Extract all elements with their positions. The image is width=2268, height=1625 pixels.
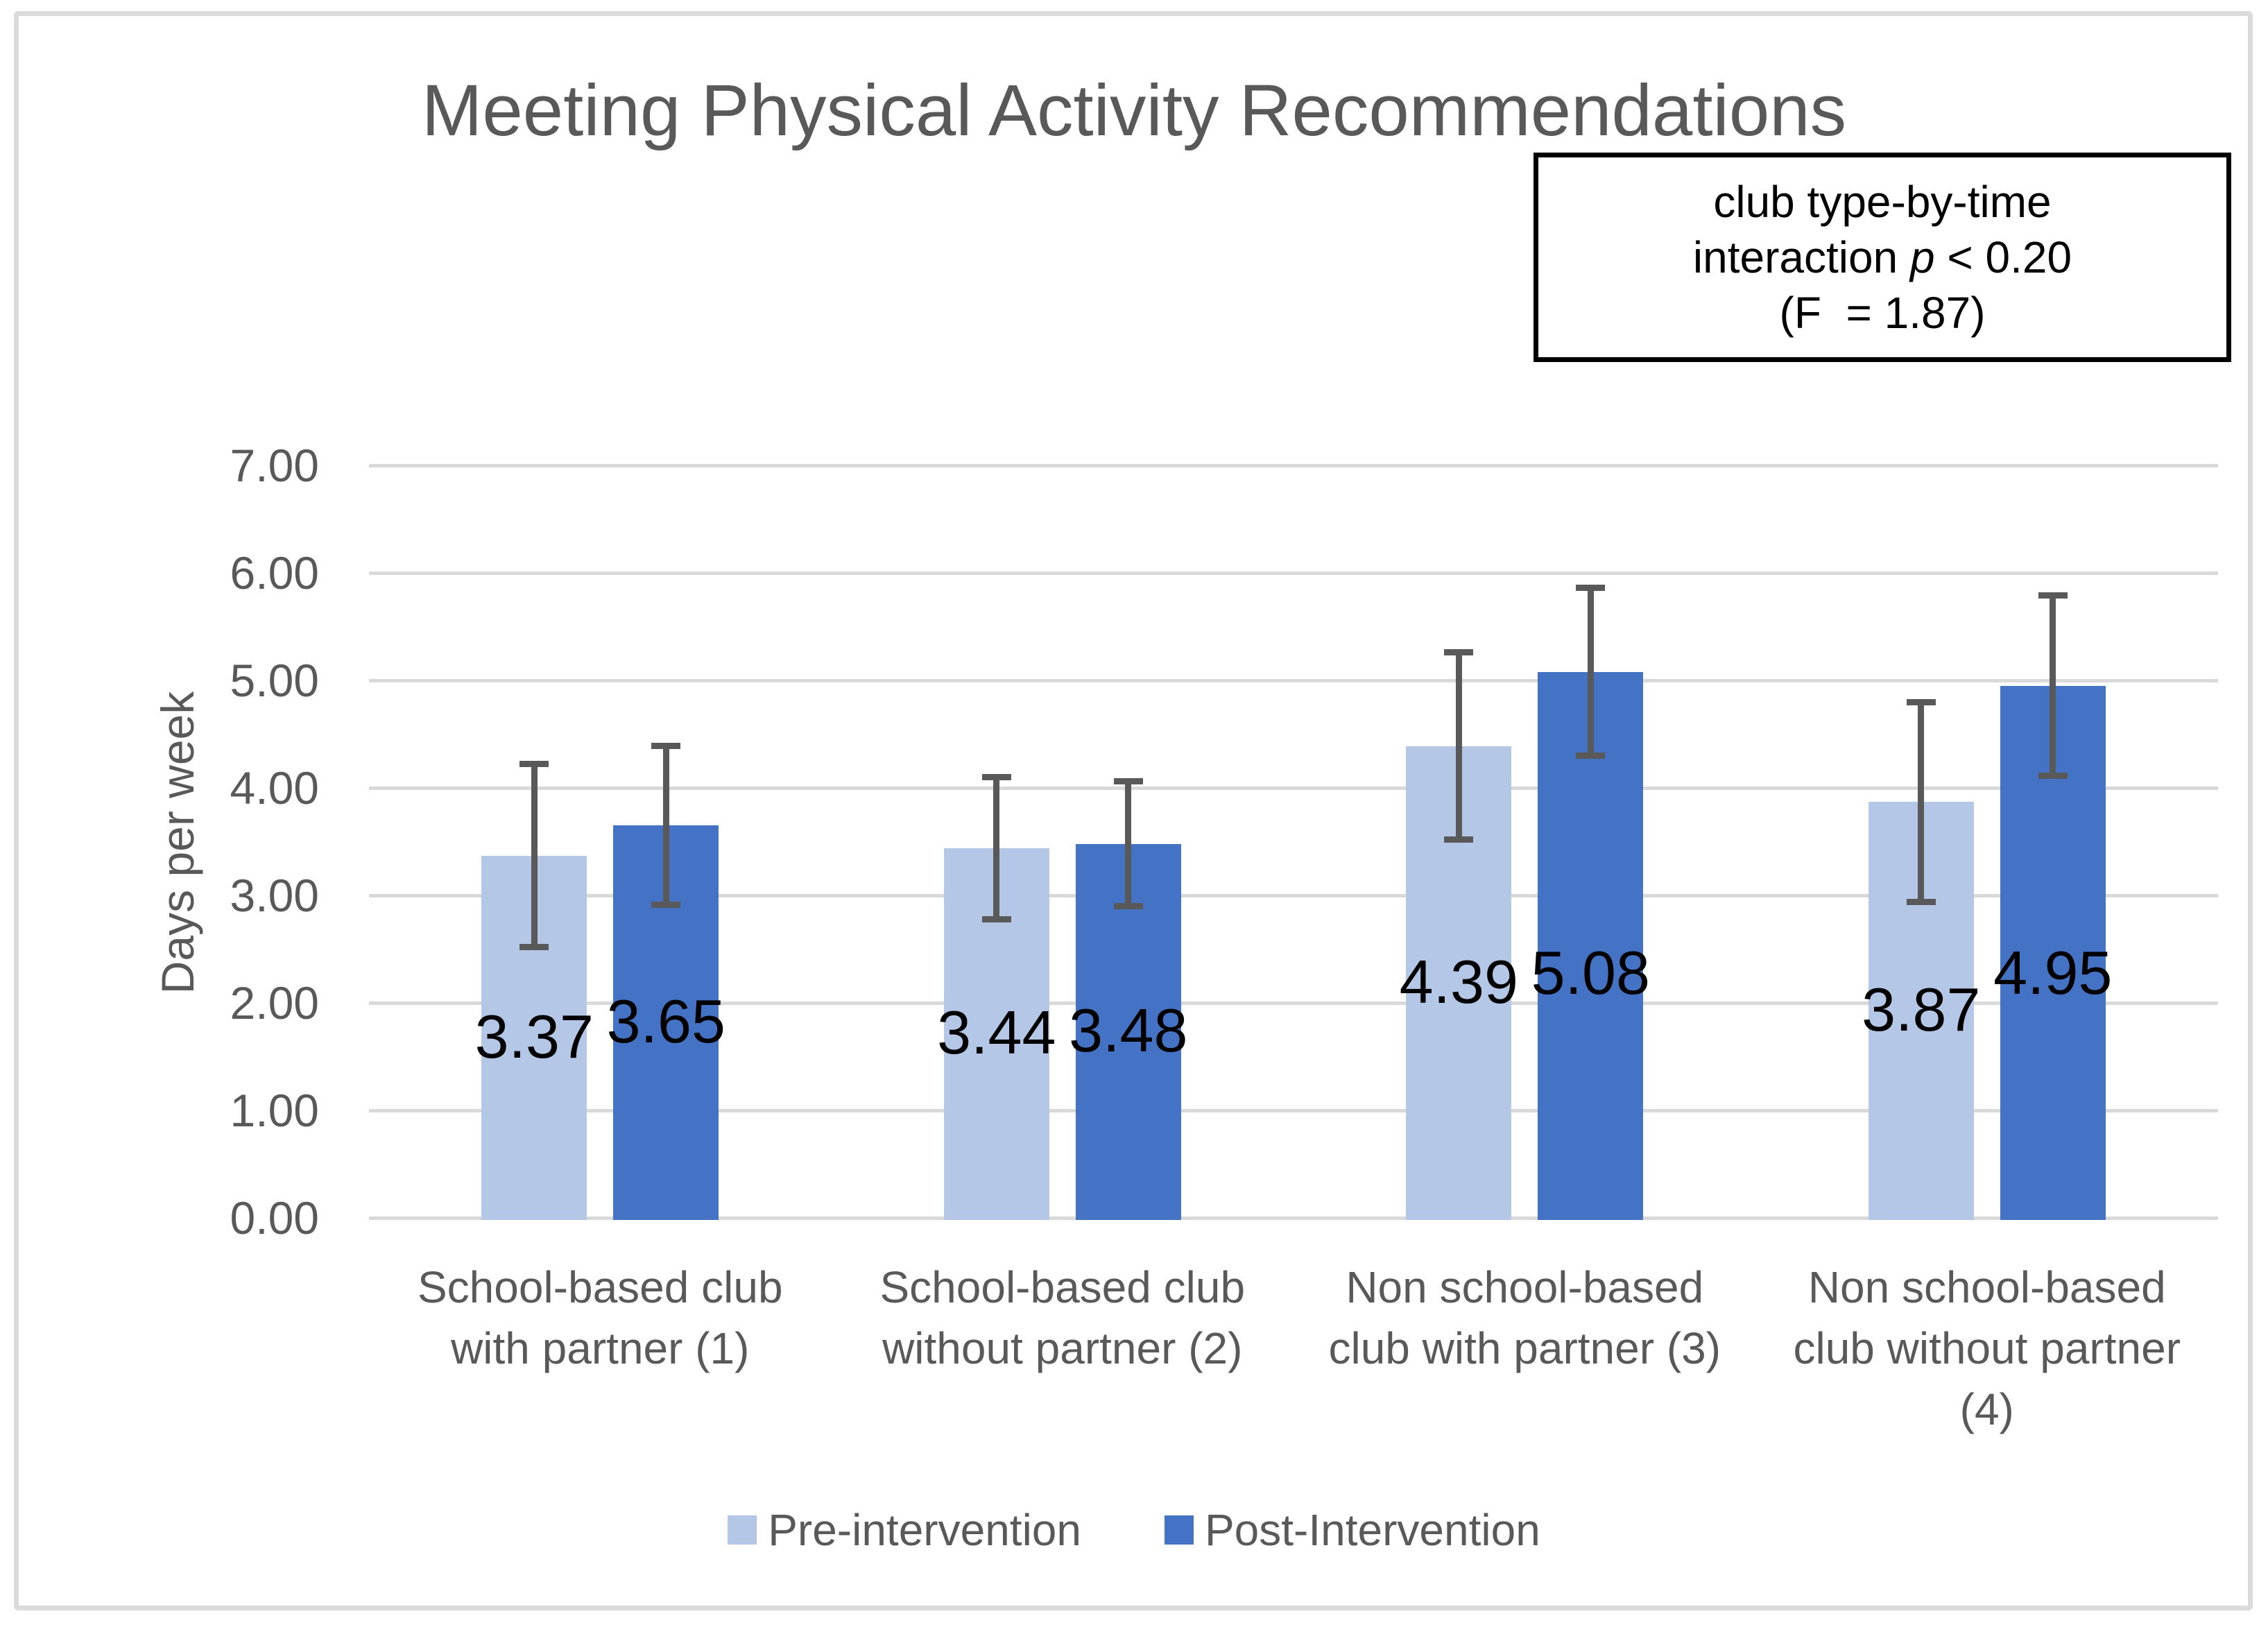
legend: Pre-intervention Post-Intervention — [0, 1504, 2268, 1556]
category-label-line: School-based club — [417, 1262, 783, 1312]
category-label-1: School-based club with partner (1) — [364, 1257, 836, 1379]
gridline-7.00 — [369, 463, 2218, 467]
data-label-pre-intervention-category-1: 3.37 — [474, 1001, 594, 1071]
error-bar-line — [1918, 702, 1925, 902]
category-label-3: Non school-based club with partner (3) — [1289, 1257, 1760, 1379]
gridline-0.00 — [369, 1216, 2218, 1220]
error-bar-top-cap — [981, 774, 1011, 780]
data-label-post-intervention-category-3: 5.08 — [1531, 938, 1650, 1007]
y-tick-label-4.00: 4.00 — [230, 762, 319, 814]
data-label-post-intervention-category-2: 3.48 — [1069, 996, 1188, 1065]
annotation-box: club type-by-time interaction p < 0.20 (… — [1534, 153, 2231, 362]
data-label-pre-intervention-category-4: 3.87 — [1862, 975, 1981, 1044]
category-label-4: Non school-based club without partner (4) — [1751, 1257, 2223, 1440]
error-bar-bottom-cap — [2038, 773, 2068, 780]
annotation-line-2-prefix: interaction — [1692, 232, 1910, 282]
data-label-post-intervention-category-1: 3.65 — [606, 987, 725, 1056]
error-bar-line — [1125, 781, 1132, 906]
category-label-2: School-based club without partner (2) — [827, 1257, 1298, 1379]
error-bar-bottom-cap — [981, 915, 1011, 922]
error-bar-line — [2050, 595, 2056, 776]
error-bar-top-cap — [1113, 778, 1143, 785]
legend-swatch-pre-intervention — [728, 1515, 757, 1545]
y-tick-label-1.00: 1.00 — [230, 1085, 319, 1136]
annotation-line-3: (F = 1.87) — [1779, 288, 1986, 338]
error-bar-line — [531, 764, 538, 947]
gridline-4.00 — [369, 786, 2218, 790]
bar-post-intervention-category-3 — [1538, 671, 1644, 1220]
legend-label-post-intervention: Post-Intervention — [1204, 1505, 1540, 1555]
error-bar-top-cap — [651, 743, 681, 750]
error-bar-top-cap — [1444, 649, 1474, 656]
gridline-3.00 — [369, 893, 2218, 897]
error-bar-bottom-cap — [1113, 903, 1143, 909]
y-tick-label-2.00: 2.00 — [230, 977, 319, 1029]
legend-item-post-intervention: Post-Intervention — [1164, 1504, 1540, 1556]
annotation-line-2: interaction p < 0.20 — [1693, 230, 2072, 285]
category-label-line: School-based club — [879, 1262, 1246, 1312]
category-label-line: (4) — [1959, 1384, 2014, 1434]
y-tick-label-5.00: 5.00 — [230, 655, 319, 706]
gridline-5.00 — [369, 678, 2218, 682]
y-tick-label-7.00: 7.00 — [230, 440, 319, 491]
category-label-line: Non school-based — [1807, 1262, 2166, 1312]
error-bar-bottom-cap — [651, 902, 681, 909]
error-bar-bottom-cap — [1444, 836, 1474, 843]
gridline-1.00 — [369, 1108, 2218, 1112]
category-label-line: Non school-based — [1346, 1262, 1704, 1312]
error-bar-line — [993, 777, 1000, 920]
error-bar-bottom-cap — [519, 943, 549, 950]
y-tick-label-6.00: 6.00 — [230, 547, 319, 599]
category-label-line: club without partner — [1793, 1323, 2181, 1373]
data-label-pre-intervention-category-3: 4.39 — [1399, 947, 1518, 1016]
annotation-line-1: club type-by-time — [1713, 177, 2052, 227]
gridline-6.00 — [369, 571, 2218, 575]
category-label-line: with partner (1) — [451, 1323, 750, 1373]
gridline-2.00 — [369, 1001, 2218, 1005]
error-bar-top-cap — [519, 761, 549, 768]
legend-label-pre-intervention: Pre-intervention — [768, 1505, 1081, 1555]
data-label-pre-intervention-category-2: 3.44 — [937, 998, 1056, 1067]
y-axis-title: Days per week — [152, 691, 203, 995]
annotation-p-symbol: p — [1909, 232, 1935, 282]
category-label-line: club with partner (3) — [1328, 1323, 1721, 1373]
error-bar-bottom-cap — [1906, 898, 1936, 905]
error-bar-top-cap — [1906, 698, 1936, 705]
y-tick-label-3.00: 3.00 — [230, 870, 319, 921]
error-bar-bottom-cap — [1576, 753, 1606, 759]
error-bar-line — [1455, 652, 1462, 840]
chart-title: Meeting Physical Activity Recommendation… — [421, 70, 1847, 151]
data-label-post-intervention-category-4: 4.95 — [1993, 938, 2113, 1007]
error-bar-top-cap — [2038, 592, 2068, 599]
legend-swatch-post-intervention — [1164, 1515, 1194, 1545]
annotation-line-2-suffix: < 0.20 — [1934, 232, 2072, 282]
y-tick-label-0.00: 0.00 — [230, 1192, 319, 1244]
error-bar-top-cap — [1576, 585, 1606, 592]
legend-item-pre-intervention: Pre-intervention — [728, 1504, 1081, 1556]
error-bar-line — [662, 746, 669, 905]
chart-frame-border — [14, 11, 2253, 1610]
error-bar-line — [1587, 587, 1594, 756]
category-label-line: without partner (2) — [882, 1323, 1243, 1373]
